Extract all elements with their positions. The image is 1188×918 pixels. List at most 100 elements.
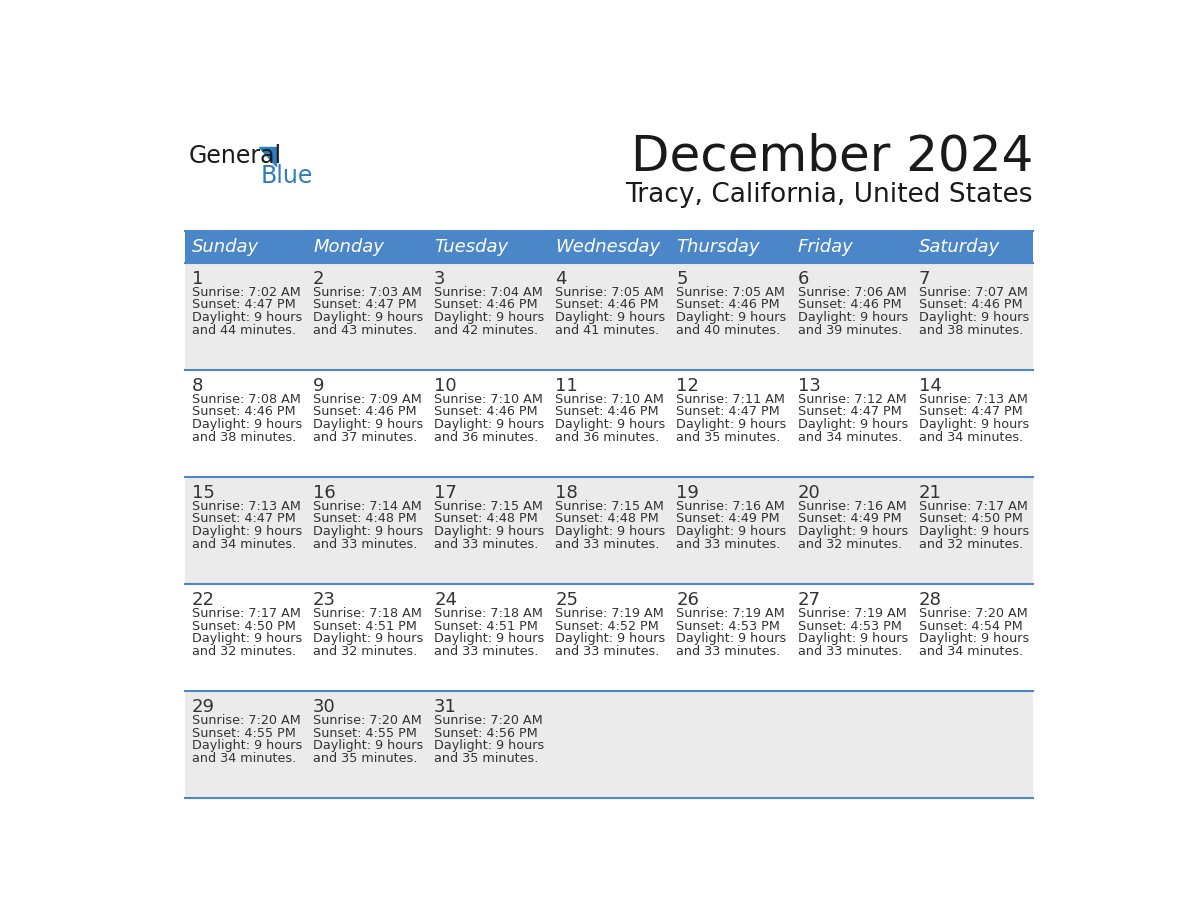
Text: Sunset: 4:52 PM: Sunset: 4:52 PM bbox=[555, 620, 659, 633]
Text: Sunset: 4:54 PM: Sunset: 4:54 PM bbox=[918, 620, 1023, 633]
Text: 4: 4 bbox=[555, 270, 567, 288]
Text: Daylight: 9 hours: Daylight: 9 hours bbox=[312, 525, 423, 538]
Text: 18: 18 bbox=[555, 485, 579, 502]
Text: and 34 minutes.: and 34 minutes. bbox=[797, 431, 902, 444]
Text: Sunrise: 7:08 AM: Sunrise: 7:08 AM bbox=[192, 393, 301, 406]
Text: Sunrise: 7:09 AM: Sunrise: 7:09 AM bbox=[312, 393, 422, 406]
Text: 21: 21 bbox=[918, 485, 942, 502]
Text: Sunrise: 7:19 AM: Sunrise: 7:19 AM bbox=[555, 607, 664, 620]
Text: Sunset: 4:48 PM: Sunset: 4:48 PM bbox=[312, 512, 417, 525]
Text: Daylight: 9 hours: Daylight: 9 hours bbox=[797, 311, 908, 324]
Text: Daylight: 9 hours: Daylight: 9 hours bbox=[312, 419, 423, 431]
Text: Sunset: 4:46 PM: Sunset: 4:46 PM bbox=[555, 298, 659, 311]
Text: 27: 27 bbox=[797, 591, 821, 610]
Text: Sunrise: 7:17 AM: Sunrise: 7:17 AM bbox=[192, 607, 301, 620]
Text: Sunset: 4:50 PM: Sunset: 4:50 PM bbox=[192, 620, 296, 633]
Polygon shape bbox=[259, 147, 277, 165]
Text: Sunrise: 7:17 AM: Sunrise: 7:17 AM bbox=[918, 499, 1028, 513]
Text: 11: 11 bbox=[555, 377, 579, 396]
Text: and 36 minutes.: and 36 minutes. bbox=[555, 431, 659, 444]
Text: Sunset: 4:46 PM: Sunset: 4:46 PM bbox=[797, 298, 902, 311]
Text: Daylight: 9 hours: Daylight: 9 hours bbox=[192, 419, 302, 431]
Text: Sunset: 4:47 PM: Sunset: 4:47 PM bbox=[797, 406, 902, 419]
Text: Sunrise: 7:07 AM: Sunrise: 7:07 AM bbox=[918, 285, 1028, 298]
Text: and 38 minutes.: and 38 minutes. bbox=[918, 324, 1023, 337]
Text: 8: 8 bbox=[192, 377, 203, 396]
Text: 3: 3 bbox=[434, 270, 446, 288]
Text: 7: 7 bbox=[918, 270, 930, 288]
Text: December 2024: December 2024 bbox=[631, 132, 1032, 180]
Bar bbox=[428, 231, 549, 263]
Text: Sunset: 4:46 PM: Sunset: 4:46 PM bbox=[918, 298, 1022, 311]
Text: Sunrise: 7:06 AM: Sunrise: 7:06 AM bbox=[797, 285, 906, 298]
Text: 17: 17 bbox=[434, 485, 457, 502]
Text: Daylight: 9 hours: Daylight: 9 hours bbox=[312, 311, 423, 324]
Text: Sunrise: 7:20 AM: Sunrise: 7:20 AM bbox=[434, 714, 543, 727]
Text: Daylight: 9 hours: Daylight: 9 hours bbox=[676, 633, 786, 645]
Text: Sunrise: 7:20 AM: Sunrise: 7:20 AM bbox=[918, 607, 1028, 620]
Bar bbox=[669, 231, 790, 263]
Text: and 36 minutes.: and 36 minutes. bbox=[434, 431, 538, 444]
Text: Sunset: 4:51 PM: Sunset: 4:51 PM bbox=[312, 620, 417, 633]
Text: Sunrise: 7:15 AM: Sunrise: 7:15 AM bbox=[555, 499, 664, 513]
Text: 30: 30 bbox=[312, 699, 336, 716]
Text: and 34 minutes.: and 34 minutes. bbox=[192, 538, 296, 551]
Text: Sunrise: 7:03 AM: Sunrise: 7:03 AM bbox=[312, 285, 422, 298]
Text: and 33 minutes.: and 33 minutes. bbox=[676, 645, 781, 658]
Bar bbox=[185, 370, 1032, 476]
Text: Sunset: 4:47 PM: Sunset: 4:47 PM bbox=[312, 298, 417, 311]
Bar bbox=[185, 584, 1032, 690]
Text: Thursday: Thursday bbox=[676, 238, 760, 256]
Text: Sunset: 4:49 PM: Sunset: 4:49 PM bbox=[676, 512, 781, 525]
Text: Sunset: 4:47 PM: Sunset: 4:47 PM bbox=[676, 406, 781, 419]
Text: Daylight: 9 hours: Daylight: 9 hours bbox=[797, 633, 908, 645]
Text: Sunset: 4:47 PM: Sunset: 4:47 PM bbox=[192, 298, 296, 311]
Text: Daylight: 9 hours: Daylight: 9 hours bbox=[192, 739, 302, 752]
Text: Tuesday: Tuesday bbox=[434, 238, 508, 256]
Text: Daylight: 9 hours: Daylight: 9 hours bbox=[434, 419, 544, 431]
Text: and 33 minutes.: and 33 minutes. bbox=[555, 645, 659, 658]
Text: General: General bbox=[189, 144, 282, 168]
Text: Sunrise: 7:10 AM: Sunrise: 7:10 AM bbox=[434, 393, 543, 406]
Text: Sunset: 4:46 PM: Sunset: 4:46 PM bbox=[676, 298, 781, 311]
Text: and 35 minutes.: and 35 minutes. bbox=[676, 431, 781, 444]
Text: 16: 16 bbox=[312, 485, 336, 502]
Text: Wednesday: Wednesday bbox=[555, 238, 661, 256]
Text: Sunrise: 7:15 AM: Sunrise: 7:15 AM bbox=[434, 499, 543, 513]
Text: Sunset: 4:46 PM: Sunset: 4:46 PM bbox=[312, 406, 417, 419]
Text: 29: 29 bbox=[192, 699, 215, 716]
Text: Sunset: 4:46 PM: Sunset: 4:46 PM bbox=[434, 298, 538, 311]
Text: Sunset: 4:51 PM: Sunset: 4:51 PM bbox=[434, 620, 538, 633]
Text: 2: 2 bbox=[312, 270, 324, 288]
Text: Sunrise: 7:18 AM: Sunrise: 7:18 AM bbox=[434, 607, 543, 620]
Text: 15: 15 bbox=[192, 485, 215, 502]
Text: 9: 9 bbox=[312, 377, 324, 396]
Text: Sunrise: 7:19 AM: Sunrise: 7:19 AM bbox=[676, 607, 785, 620]
Text: Sunrise: 7:02 AM: Sunrise: 7:02 AM bbox=[192, 285, 301, 298]
Text: and 32 minutes.: and 32 minutes. bbox=[192, 645, 296, 658]
Bar bbox=[185, 231, 307, 263]
Text: Sunrise: 7:16 AM: Sunrise: 7:16 AM bbox=[797, 499, 906, 513]
Text: and 33 minutes.: and 33 minutes. bbox=[797, 645, 902, 658]
Text: Sunrise: 7:18 AM: Sunrise: 7:18 AM bbox=[312, 607, 422, 620]
Text: and 44 minutes.: and 44 minutes. bbox=[192, 324, 296, 337]
Text: Friday: Friday bbox=[797, 238, 853, 256]
Text: Sunset: 4:56 PM: Sunset: 4:56 PM bbox=[434, 726, 538, 740]
Text: Saturday: Saturday bbox=[918, 238, 1000, 256]
Text: Sunrise: 7:20 AM: Sunrise: 7:20 AM bbox=[312, 714, 422, 727]
Text: Sunset: 4:46 PM: Sunset: 4:46 PM bbox=[434, 406, 538, 419]
Text: Sunrise: 7:11 AM: Sunrise: 7:11 AM bbox=[676, 393, 785, 406]
Text: Tracy, California, United States: Tracy, California, United States bbox=[625, 182, 1032, 207]
Bar bbox=[185, 690, 1032, 798]
Bar bbox=[185, 476, 1032, 584]
Text: Daylight: 9 hours: Daylight: 9 hours bbox=[555, 525, 665, 538]
Text: Sunset: 4:46 PM: Sunset: 4:46 PM bbox=[555, 406, 659, 419]
Text: Sunset: 4:50 PM: Sunset: 4:50 PM bbox=[918, 512, 1023, 525]
Text: and 41 minutes.: and 41 minutes. bbox=[555, 324, 659, 337]
Text: Sunrise: 7:05 AM: Sunrise: 7:05 AM bbox=[676, 285, 785, 298]
Text: 12: 12 bbox=[676, 377, 700, 396]
Text: 23: 23 bbox=[312, 591, 336, 610]
Text: Daylight: 9 hours: Daylight: 9 hours bbox=[192, 633, 302, 645]
Text: Daylight: 9 hours: Daylight: 9 hours bbox=[555, 419, 665, 431]
Text: Daylight: 9 hours: Daylight: 9 hours bbox=[676, 311, 786, 324]
